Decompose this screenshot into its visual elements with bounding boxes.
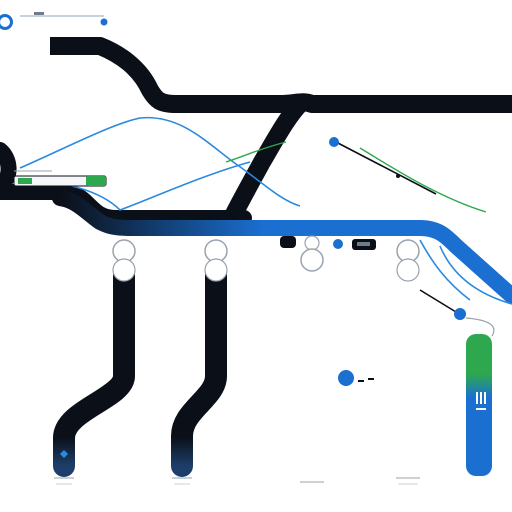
connector-capsule [419,289,495,337]
floating-dot-icon [338,370,374,386]
top-left-ring-icon [0,14,13,30]
main-black-route [50,37,512,113]
pipe-1 [53,239,136,485]
mid-chips [280,235,376,251]
pipe-2 [171,239,228,485]
left-green-chip [13,170,107,187]
status-capsule [466,334,492,476]
connector-upper-right [329,137,437,195]
pipe-3 [300,248,324,483]
top-indicator [20,12,112,26]
blue-route [52,190,512,304]
thin-green-line [225,141,487,213]
pipe-4 [396,239,420,485]
diagonal-black-route [225,95,309,223]
